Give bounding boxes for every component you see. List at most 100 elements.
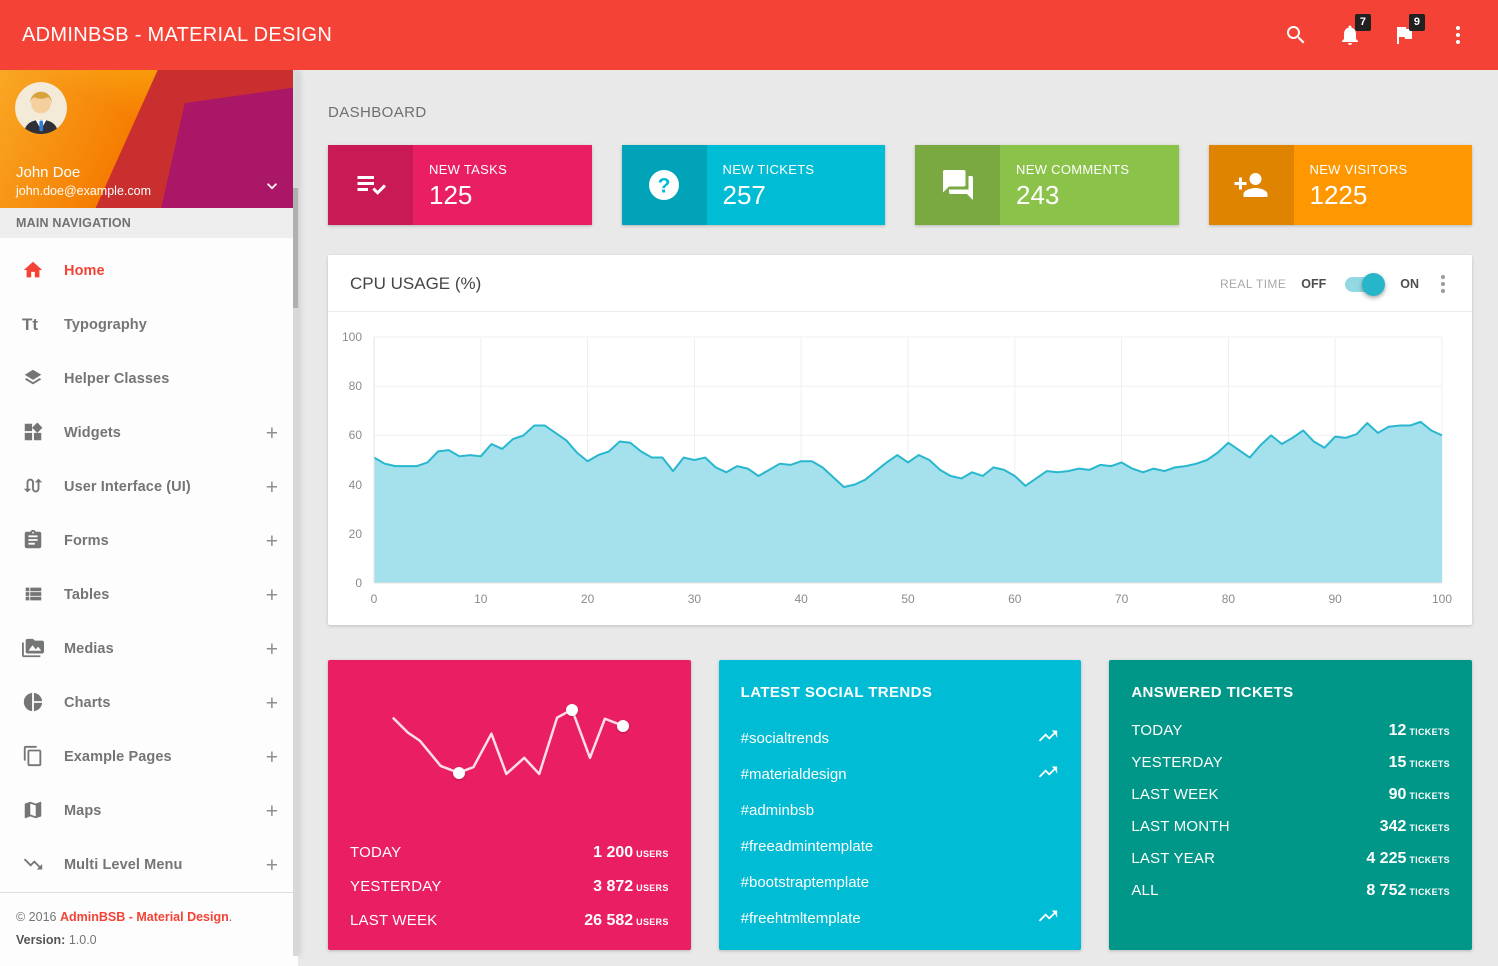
trending-up-icon — [1037, 761, 1059, 788]
sidebar-item-label: Charts — [64, 695, 111, 711]
visitors-sparkline-chart — [360, 690, 659, 805]
sidebar-item-typography[interactable]: Tt Typography — [0, 298, 298, 352]
assignment-icon — [22, 529, 46, 553]
sidebar-item-example-pages[interactable]: Example Pages + — [0, 730, 298, 784]
trending-up-icon — [1037, 905, 1059, 932]
search-icon[interactable] — [1284, 23, 1308, 47]
kebab-menu-icon[interactable] — [1446, 23, 1470, 47]
info-box-label: NEW TICKETS — [722, 162, 815, 177]
stat-label: TODAY — [350, 844, 402, 861]
sidebar-item-multi-level-menu[interactable]: Multi Level Menu + — [0, 838, 298, 892]
sidebar-item-maps[interactable]: Maps + — [0, 784, 298, 838]
visitors-stats-card: TODAY 1 200 USERS YESTERDAY 3 872 USERS LAST W… — [328, 660, 691, 950]
info-box-label: NEW COMMENTS — [1016, 162, 1130, 177]
stat-value-group: 90 TICKETS — [1389, 786, 1450, 804]
page-title: DASHBOARD — [328, 104, 427, 121]
info-boxes: NEW TASKS 125? NEW TICKETS 257 NEW COMMENTS 2… — [328, 145, 1472, 225]
sidebar: John Doe john.doe@example.com MAIN NAVIG… — [0, 70, 298, 966]
sidebar-item-forms[interactable]: Forms + — [0, 514, 298, 568]
sidebar-scrollbar — [293, 70, 298, 956]
content-copy-icon — [22, 745, 46, 769]
sidebar-item-medias[interactable]: Medias + — [0, 622, 298, 676]
x-axis-tick: 30 — [687, 592, 702, 606]
stat-value: 4 225 — [1366, 850, 1407, 867]
cpu-card-title: CPU USAGE (%) — [350, 274, 482, 293]
x-axis-tick: 100 — [1431, 592, 1453, 606]
stat-value: 342 — [1379, 818, 1407, 835]
stat-label: ALL — [1131, 882, 1159, 899]
main-content: DASHBOARD NEW TASKS 125? NEW TICKETS 257 NEW… — [298, 70, 1498, 956]
cpu-usage-chart: 0 20 40 60 80 100 0 10 20 30 40 50 60 70 80 90 100 — [342, 330, 1452, 606]
trend-row-freeadmintemplate[interactable]: #freeadmintemplate — [741, 828, 1060, 864]
cpu-card-kebab-icon[interactable] — [1434, 275, 1452, 293]
pie-chart-icon — [22, 691, 46, 715]
trend-row-materialdesign[interactable]: #materialdesign — [741, 756, 1060, 792]
sidebar-item-home[interactable]: Home — [0, 244, 298, 298]
sidebar-item-label: Maps — [64, 803, 102, 819]
y-axis-tick: 80 — [348, 379, 362, 394]
hashtag-label: #materialdesign — [740, 765, 847, 783]
x-axis-tick: 70 — [1114, 592, 1129, 606]
forum-icon — [915, 145, 1000, 225]
expand-plus-icon: + — [265, 637, 278, 661]
stat-unit: TICKETS — [1409, 791, 1450, 801]
sidebar-item-widgets[interactable]: Widgets + — [0, 406, 298, 460]
playlist-check-icon — [328, 145, 413, 225]
stat-value: 90 — [1388, 786, 1407, 803]
x-axis-tick: 20 — [580, 592, 595, 606]
sidebar-item-tables[interactable]: Tables + — [0, 568, 298, 622]
trending-down-icon — [22, 853, 46, 877]
hashtag-label: #freehtmltemplate — [740, 909, 861, 927]
chevron-down-icon[interactable] — [262, 176, 282, 196]
sidebar-item-helper-classes[interactable]: Helper Classes — [0, 352, 298, 406]
sidebar-item-charts[interactable]: Charts + — [0, 676, 298, 730]
stat-value: 3 872 — [593, 878, 634, 895]
sidebar-item-label: Multi Level Menu — [64, 857, 183, 873]
stat-row-yesterday: YESTERDAY 3 872 USERS — [350, 878, 669, 896]
stat-value-group: 4 225 TICKETS — [1366, 850, 1450, 868]
real-time-label: REAL TIME — [1219, 277, 1287, 291]
home-icon — [22, 259, 46, 283]
bottom-cards-row: TODAY 1 200 USERS YESTERDAY 3 872 USERS LAST W… — [328, 660, 1472, 956]
expand-plus-icon: + — [265, 475, 278, 499]
flag-icon[interactable]: 9 — [1392, 14, 1425, 47]
stat-row-today: TODAY 1 200 USERS — [350, 844, 669, 862]
info-box-new-tasks: NEW TASKS 125 — [328, 145, 592, 225]
hashtag-label: #adminbsb — [740, 801, 815, 819]
sidebar-item-label: Typography — [64, 317, 147, 333]
trend-row-bootstraptemplate[interactable]: #bootstraptemplate — [741, 864, 1060, 900]
y-axis-tick: 60 — [348, 428, 362, 443]
help-question-icon: ? — [621, 145, 707, 225]
real-time-toggle[interactable] — [1345, 272, 1386, 296]
toggle-on-label: ON — [1400, 277, 1419, 291]
info-box-label: NEW VISITORS — [1309, 162, 1408, 177]
notifications-bell-icon[interactable]: 7 — [1338, 14, 1371, 47]
sidebar-item-user-interface-ui[interactable]: User Interface (UI) + — [0, 460, 298, 514]
view-list-icon — [22, 583, 46, 607]
stat-value: 8 752 — [1366, 882, 1407, 899]
sidebar-item-label: Widgets — [64, 425, 121, 441]
cpu-card-controls: REAL TIME OFF ON — [1219, 272, 1452, 296]
adminbsb-link[interactable]: AdminBSB - Material Design — [59, 910, 229, 924]
stat-row-all: ALL 8 752 TICKETS — [1131, 882, 1450, 900]
svg-text:?: ? — [658, 175, 671, 198]
sidebar-footer: © 2016 AdminBSB - Material Design. Versi… — [0, 892, 298, 966]
sidebar-scrollbar-thumb[interactable] — [293, 188, 298, 308]
stat-unit: TICKETS — [1409, 823, 1450, 833]
sidebar-item-label: Example Pages — [64, 749, 172, 765]
expand-plus-icon: + — [265, 583, 278, 607]
trend-row-adminbsb[interactable]: #adminbsb — [741, 792, 1060, 828]
cpu-card-header: CPU USAGE (%) REAL TIME OFF ON — [328, 255, 1472, 312]
sidebar-item-label: Home — [64, 263, 105, 279]
toggle-off-label: OFF — [1301, 277, 1327, 291]
trending-up-icon — [1037, 725, 1059, 752]
trend-row-socialtrends[interactable]: #socialtrends — [741, 720, 1060, 756]
version-line: Version: 1.0.0 — [16, 933, 97, 948]
app-title: ADMINBSB - MATERIAL DESIGN — [22, 23, 333, 46]
trend-row-freehtmltemplate[interactable]: #freehtmltemplate — [741, 900, 1060, 936]
x-axis-tick: 60 — [1008, 592, 1022, 606]
expand-plus-icon: + — [265, 529, 278, 553]
stat-value: 15 — [1388, 754, 1407, 771]
notifications-badge: 7 — [1354, 14, 1371, 31]
stat-label: LAST WEEK — [1131, 786, 1219, 803]
